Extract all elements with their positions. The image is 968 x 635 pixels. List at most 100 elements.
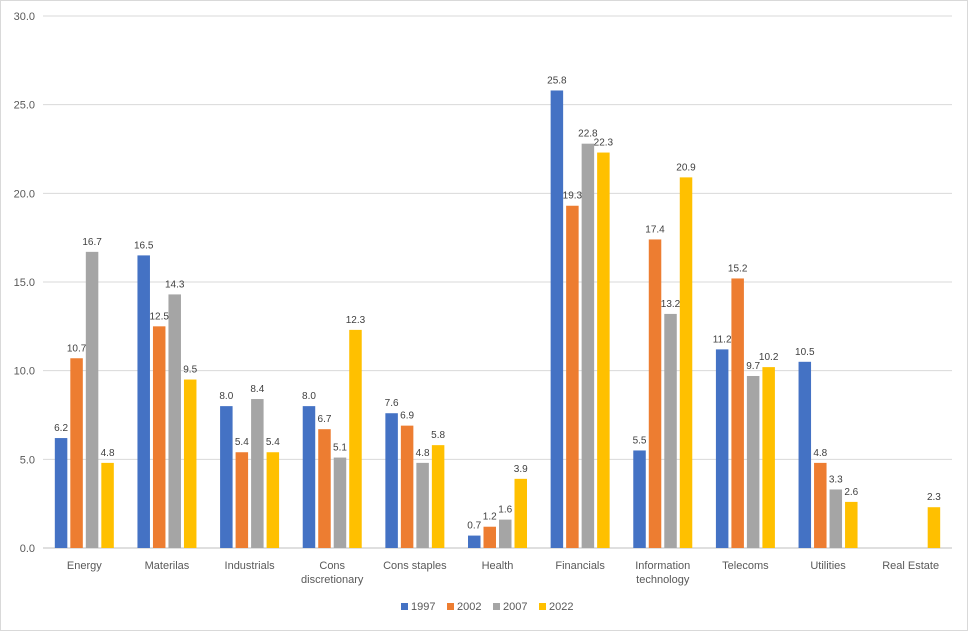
bar-2022 bbox=[514, 478, 527, 548]
y-tick-label: 10.0 bbox=[14, 366, 35, 378]
x-tick-label: Materilas bbox=[145, 560, 190, 572]
data-label: 4.8 bbox=[101, 448, 115, 459]
bar-2002 bbox=[814, 462, 827, 548]
data-label: 9.7 bbox=[746, 361, 760, 372]
data-label: 19.3 bbox=[563, 191, 583, 202]
x-tick-label: Cons bbox=[319, 560, 345, 572]
y-tick-label: 30.0 bbox=[14, 11, 35, 23]
bar-2002 bbox=[152, 326, 166, 548]
data-label: 2.6 bbox=[844, 487, 858, 498]
bar-1997 bbox=[798, 361, 812, 548]
data-label: 3.3 bbox=[829, 474, 843, 485]
legend: 1997 2002 2007 2022 bbox=[401, 601, 573, 613]
x-tick-label: Information bbox=[635, 560, 690, 572]
bar-2022 bbox=[927, 507, 941, 548]
x-tick-label: Energy bbox=[67, 560, 102, 572]
bar-2002 bbox=[731, 278, 744, 548]
bar-2022 bbox=[679, 177, 693, 548]
bar-2022 bbox=[101, 462, 114, 548]
x-tick-label: discretionary bbox=[301, 574, 364, 586]
bar-2007 bbox=[168, 294, 181, 548]
y-tick-label: 0.0 bbox=[20, 543, 35, 555]
legend-label: 1997 bbox=[411, 601, 435, 613]
data-label: 11.2 bbox=[713, 334, 732, 345]
legend-swatch-2002 bbox=[447, 603, 454, 610]
bar-1997 bbox=[633, 450, 646, 548]
data-label: 12.5 bbox=[149, 311, 169, 322]
bar-2002 bbox=[70, 358, 83, 548]
data-label: 6.2 bbox=[54, 423, 68, 434]
data-label: 15.2 bbox=[728, 263, 748, 274]
data-label: 8.0 bbox=[219, 391, 233, 402]
data-label: 10.7 bbox=[67, 343, 87, 354]
bar-1997 bbox=[468, 535, 481, 548]
data-label: 12.3 bbox=[346, 315, 366, 326]
data-label: 10.5 bbox=[795, 347, 815, 358]
bar-2022 bbox=[266, 452, 280, 548]
data-label: 5.4 bbox=[266, 437, 280, 448]
bar-2007 bbox=[333, 457, 347, 548]
data-label: 1.6 bbox=[498, 505, 512, 516]
data-label: 3.9 bbox=[514, 464, 528, 475]
x-tick-label: Real Estate bbox=[882, 560, 939, 572]
data-label: 20.9 bbox=[676, 162, 696, 173]
bar-2007 bbox=[829, 489, 843, 548]
bar-2002 bbox=[566, 205, 579, 548]
bars bbox=[54, 90, 941, 548]
x-tick-label: Telecoms bbox=[722, 560, 769, 572]
bar-2022 bbox=[349, 329, 362, 548]
y-tick-label: 25.0 bbox=[14, 100, 35, 112]
data-label: 25.8 bbox=[547, 75, 567, 86]
legend-swatch-2022 bbox=[539, 603, 546, 610]
bar-2007 bbox=[85, 251, 99, 548]
bar-2022 bbox=[762, 367, 775, 548]
x-tick-label: Industrials bbox=[225, 560, 276, 572]
legend-label: 2022 bbox=[549, 601, 573, 613]
x-tick-label: Financials bbox=[555, 560, 605, 572]
data-label: 4.8 bbox=[813, 448, 827, 459]
data-label: 1.2 bbox=[483, 512, 497, 523]
data-label: 5.1 bbox=[333, 443, 347, 454]
bar-2007 bbox=[664, 313, 677, 548]
bar-2007 bbox=[416, 462, 429, 548]
data-label: 8.0 bbox=[302, 391, 316, 402]
data-label: 5.4 bbox=[235, 437, 249, 448]
data-label: 22.8 bbox=[578, 129, 598, 140]
bar-1997 bbox=[550, 90, 564, 548]
bar-2007 bbox=[746, 375, 760, 548]
data-labels: 6.2 16.5 8.0 8.0 7.6 0.7 25.8 5.5 11.2 10.5 10.7 12… bbox=[54, 75, 941, 531]
y-tick-label: 20.0 bbox=[14, 188, 35, 200]
data-label: 5.8 bbox=[431, 430, 445, 441]
data-label: 14.3 bbox=[165, 279, 185, 290]
x-tick-label: Cons staples bbox=[383, 560, 447, 572]
bar-2007 bbox=[251, 399, 264, 548]
x-tick-label: technology bbox=[636, 574, 690, 586]
y-tick-label: 5.0 bbox=[20, 454, 35, 466]
x-axis-ticks: Energy Materilas Industrials Cons discretion… bbox=[67, 560, 939, 586]
data-label: 4.8 bbox=[416, 448, 430, 459]
bar-1997 bbox=[385, 413, 398, 548]
data-label: 10.2 bbox=[759, 352, 779, 363]
data-label: 13.2 bbox=[661, 299, 681, 310]
data-label: 16.7 bbox=[82, 237, 102, 248]
bar-2002 bbox=[648, 239, 662, 548]
data-label: 5.5 bbox=[633, 435, 647, 446]
data-label: 2.3 bbox=[927, 492, 941, 503]
data-label: 17.4 bbox=[645, 224, 665, 235]
data-label: 6.9 bbox=[400, 411, 414, 422]
bar-2022 bbox=[431, 445, 445, 548]
bar-2002 bbox=[318, 429, 331, 548]
bar-2002 bbox=[235, 452, 249, 548]
data-label: 7.6 bbox=[385, 398, 399, 409]
bar-1997 bbox=[715, 349, 729, 548]
x-tick-label: Utilities bbox=[810, 560, 846, 572]
y-axis-ticks: 0.0 5.0 10.0 15.0 20.0 25.0 30.0 bbox=[14, 11, 35, 555]
bar-2007 bbox=[499, 519, 512, 548]
bar-2002 bbox=[483, 526, 496, 548]
data-label: 0.7 bbox=[467, 521, 481, 532]
data-label: 6.7 bbox=[318, 414, 332, 425]
bar-1997 bbox=[54, 438, 68, 548]
legend-swatch-1997 bbox=[401, 603, 408, 610]
legend-swatch-2007 bbox=[493, 603, 500, 610]
